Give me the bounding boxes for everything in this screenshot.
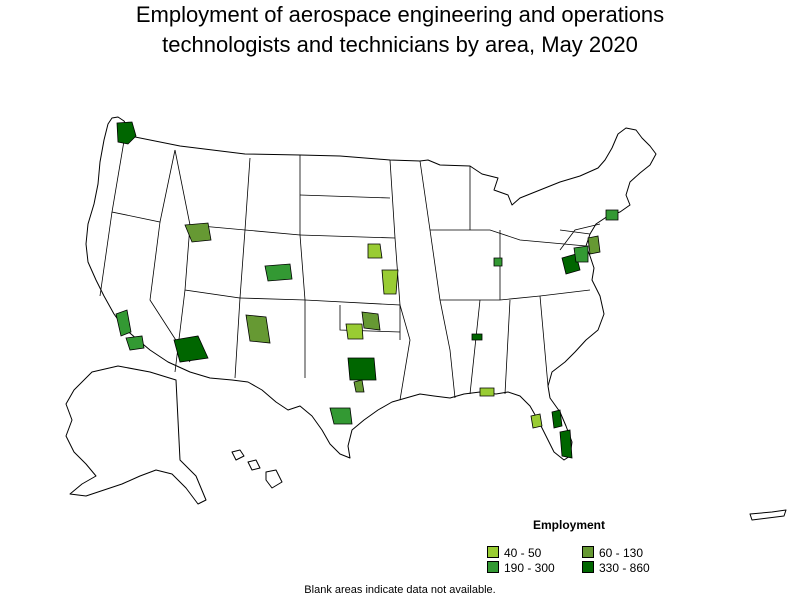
area-dallas: [347, 357, 377, 381]
legend-item: 190 - 300: [487, 561, 555, 575]
legend-title: Employment: [533, 518, 606, 532]
area-los-angeles: [115, 309, 132, 337]
area-baltimore: [573, 245, 589, 263]
legend-swatch: [487, 561, 499, 573]
area-oklahoma-city: [345, 323, 364, 340]
legend-label: 40 - 50: [504, 546, 542, 560]
area-palm-bay: [551, 409, 563, 429]
area-in: [493, 257, 503, 267]
legend-label: 190 - 300: [504, 561, 555, 575]
hawaii-outline: [231, 449, 283, 489]
area-kansas-city: [367, 243, 383, 259]
map-title-line1: Employment of aerospace engineering and …: [135, 2, 665, 27]
alaska-outline: [65, 365, 207, 505]
area-pensacola: [479, 387, 495, 397]
conus-outline: [85, 116, 657, 461]
map-title: Employment of aerospace engineering and …: [0, 0, 800, 60]
area-san-diego: [125, 335, 145, 351]
employment-areas: [115, 121, 619, 459]
legend-item: 40 - 50: [487, 546, 541, 560]
area-hartford: [605, 209, 619, 221]
legend-label: 330 - 860: [599, 561, 650, 575]
area-phoenix: [173, 335, 209, 363]
footnote: Blank areas indicate data not available.: [304, 584, 496, 596]
legend-swatch: [582, 561, 594, 573]
legend-swatch: [582, 546, 594, 558]
map-outline: [65, 116, 787, 521]
area-ogden: [184, 222, 212, 243]
legend-item: 60 - 130: [582, 546, 643, 560]
area-philadelphia: [587, 235, 601, 255]
legend-item: 330 - 860: [582, 561, 650, 575]
legend-swatch: [487, 546, 499, 558]
area-albuquerque: [245, 314, 271, 344]
area-kansas-city-2: [381, 269, 399, 295]
area-tampa: [530, 413, 543, 429]
area-wichita: [361, 311, 381, 331]
map-title-line2: technologists and technicians by area, M…: [162, 32, 638, 57]
area-miami: [559, 429, 573, 459]
area-tn: [471, 333, 483, 341]
area-seattle: [116, 121, 137, 145]
puerto-rico-outline: [749, 509, 787, 521]
area-tx-small: [353, 379, 365, 393]
legend-label: 60 - 130: [599, 546, 644, 560]
area-san-antonio: [329, 407, 353, 425]
area-denver: [264, 263, 293, 282]
